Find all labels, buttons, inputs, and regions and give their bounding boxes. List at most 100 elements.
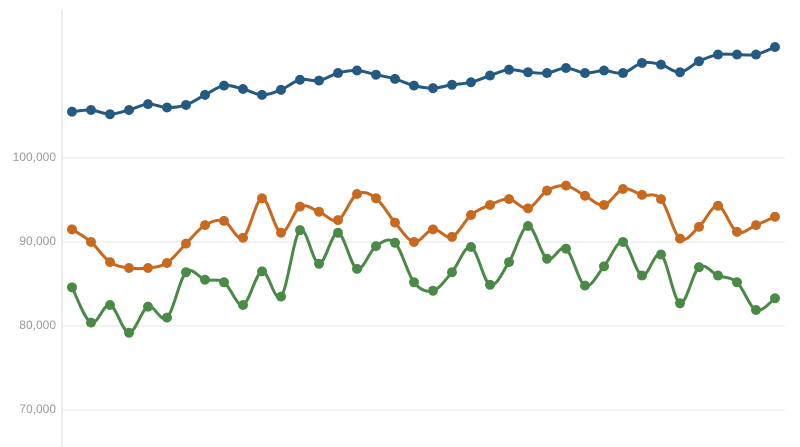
data-point: [504, 194, 514, 205]
data-point: [143, 262, 153, 273]
data-point: [238, 83, 248, 94]
data-point: [333, 227, 343, 238]
data-point: [637, 189, 647, 200]
series-line: [71, 183, 776, 271]
data-point: [523, 203, 533, 214]
y-tick-label: 80,000: [19, 318, 56, 332]
data-point: [485, 70, 495, 81]
data-point: [67, 224, 77, 235]
data-point: [105, 299, 115, 310]
data-point: [371, 69, 381, 80]
data-point: [428, 224, 438, 235]
data-point: [694, 262, 704, 273]
data-point: [162, 257, 172, 268]
data-point: [390, 217, 400, 228]
data-point: [162, 102, 172, 113]
data-point: [124, 105, 134, 116]
data-point: [295, 225, 305, 236]
data-point: [200, 89, 210, 100]
data-point: [542, 185, 552, 196]
data-point: [143, 99, 153, 110]
data-point: [371, 241, 381, 252]
data-point: [523, 67, 533, 78]
data-point: [314, 75, 324, 86]
data-point: [219, 277, 229, 288]
data-point: [732, 49, 742, 60]
data-point: [599, 261, 609, 272]
data-point: [523, 220, 533, 231]
data-point: [618, 236, 628, 247]
data-point: [124, 327, 134, 338]
data-point: [466, 77, 476, 88]
data-point: [561, 243, 571, 254]
data-point: [713, 270, 723, 281]
series-line: [71, 45, 776, 116]
data-point: [713, 49, 723, 60]
data-point: [409, 277, 419, 288]
data-point: [124, 262, 134, 273]
data-point: [428, 83, 438, 94]
data-point: [86, 236, 96, 247]
data-point: [599, 65, 609, 76]
data-point: [542, 68, 552, 79]
data-point: [67, 282, 77, 293]
data-point: [580, 280, 590, 291]
data-point: [409, 80, 419, 91]
data-point: [561, 62, 571, 73]
data-point: [352, 189, 362, 200]
data-point: [390, 73, 400, 84]
data-point: [257, 266, 267, 277]
data-point: [751, 49, 761, 60]
y-tick-label: 70,000: [19, 402, 56, 416]
data-point: [485, 199, 495, 210]
data-point: [371, 193, 381, 204]
data-point: [561, 180, 571, 191]
data-point: [694, 56, 704, 67]
data-point: [618, 184, 628, 195]
data-point: [333, 68, 343, 79]
data-point: [485, 279, 495, 290]
data-point: [732, 277, 742, 288]
data-point: [295, 74, 305, 85]
data-point: [447, 231, 457, 242]
data-point: [257, 193, 267, 204]
data-point: [675, 233, 685, 244]
y-tick-label: 90,000: [19, 234, 56, 248]
data-point: [675, 67, 685, 78]
data-point: [352, 263, 362, 274]
data-point: [314, 206, 324, 217]
data-point: [637, 57, 647, 68]
data-point: [219, 215, 229, 226]
data-point: [637, 270, 647, 281]
data-point: [143, 301, 153, 312]
y-tick-label: 100,000: [13, 150, 57, 164]
data-point: [751, 220, 761, 231]
data-point: [238, 232, 248, 243]
data-point: [257, 89, 267, 100]
data-point: [770, 211, 780, 222]
data-point: [276, 84, 286, 95]
data-point: [181, 267, 191, 278]
data-point: [466, 241, 476, 252]
data-point: [200, 274, 210, 285]
data-point: [732, 226, 742, 237]
data-point: [200, 220, 210, 231]
data-point: [314, 258, 324, 269]
data-point: [162, 312, 172, 323]
data-point: [751, 305, 761, 316]
data-point: [504, 257, 514, 268]
data-point: [276, 291, 286, 302]
data-point: [656, 249, 666, 260]
data-point: [390, 237, 400, 248]
data-point: [580, 190, 590, 201]
data-point: [181, 238, 191, 249]
data-point: [580, 68, 590, 79]
data-point: [276, 227, 286, 238]
data-point: [656, 59, 666, 70]
data-point: [713, 200, 723, 211]
data-point: [333, 215, 343, 226]
data-point: [656, 194, 666, 205]
data-point: [504, 64, 514, 75]
data-point: [86, 317, 96, 328]
